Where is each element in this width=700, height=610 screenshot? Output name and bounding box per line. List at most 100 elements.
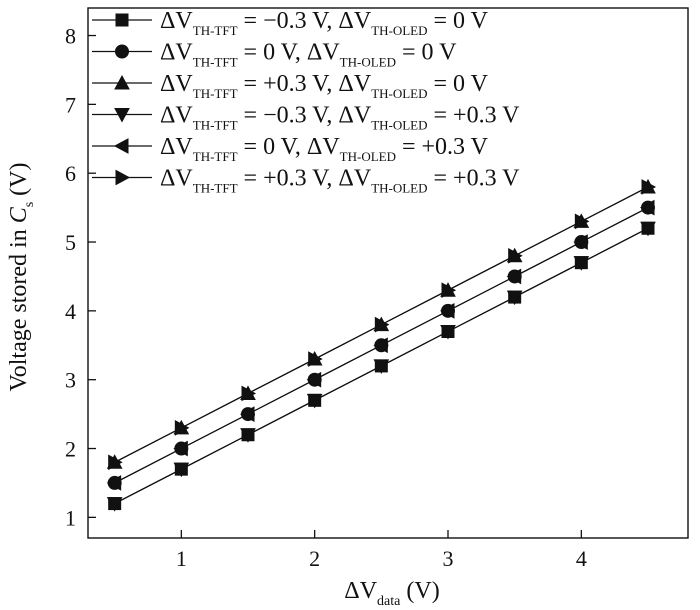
legend-text-part: = +0.3 V <box>396 134 489 160</box>
y-tick-label: 7 <box>65 92 76 117</box>
y-tick-label: 6 <box>65 161 76 186</box>
legend-subscript: TH-TFT <box>193 23 238 38</box>
data-point-triangle-left <box>239 406 255 422</box>
y-tick-label: 4 <box>65 299 76 324</box>
legend-label: ΔVTH-TFT = 0 V, ΔVTH-OLED = +0.3 V <box>160 134 489 164</box>
legend-text-part: ΔV <box>160 103 193 129</box>
x-label-subscript: data <box>377 594 401 609</box>
data-point-triangle-right <box>374 316 390 333</box>
y-label-prefix: Voltage stored in <box>6 223 32 391</box>
axis-ticks: 1 2 3 4 1 2 3 4 5 6 7 8 <box>65 24 587 571</box>
data-point-triangle-left <box>106 475 122 491</box>
legend-entry: ΔVTH-TFT = +0.3 V, ΔVTH-OLED = +0.3 V <box>92 166 520 196</box>
data-point-triangle-left <box>639 199 655 216</box>
legend-text-part: ΔV <box>160 8 193 34</box>
legend-text-part: = −0.3 V, ΔV <box>238 103 372 129</box>
legend-subscript: TH-OLED <box>371 86 427 101</box>
legend-text-part: = −0.3 V, ΔV <box>238 8 372 34</box>
x-axis-label: ΔVdata (V) <box>344 578 439 609</box>
legend-label: ΔVTH-TFT = −0.3 V, ΔVTH-OLED = +0.3 V <box>160 103 520 133</box>
legend-entry: ΔVTH-TFT = 0 V, ΔVTH-OLED = 0 V <box>92 40 457 70</box>
data-point-triangle-right <box>574 213 590 230</box>
data-point-triangle-down <box>106 497 123 512</box>
data-point-triangle-down <box>373 359 390 374</box>
y-tick-label: 5 <box>65 230 76 255</box>
legend-marker-triangle-left <box>113 138 129 154</box>
data-point-triangle-right <box>241 385 257 402</box>
plot-frame <box>87 7 689 539</box>
legend-text-part: = 0 V <box>428 71 489 97</box>
legend-label: ΔVTH-TFT = −0.3 V, ΔVTH-OLED = 0 V <box>160 8 489 38</box>
x-tick-label: 1 <box>176 546 187 571</box>
x-tick-label: 3 <box>443 546 454 571</box>
data-point-triangle-right <box>508 247 523 264</box>
legend-marker-square <box>115 13 129 27</box>
legend-subscript: TH-TFT <box>193 181 238 196</box>
legend-label: ΔVTH-TFT = 0 V, ΔVTH-OLED = 0 V <box>160 40 457 70</box>
legend-entry: ΔVTH-TFT = −0.3 V, ΔVTH-OLED = +0.3 V <box>92 103 520 133</box>
data-point-triangle-left <box>173 440 188 457</box>
legend: ΔVTH-TFT = −0.3 V, ΔVTH-OLED = 0 VΔVTH-T… <box>92 8 520 196</box>
data-point-triangle-down <box>173 462 190 478</box>
x-label-symbol: ΔV <box>344 578 377 604</box>
y-tick-label: 3 <box>65 368 76 393</box>
legend-subscript: TH-TFT <box>193 86 238 101</box>
x-tick-label: 2 <box>309 546 320 571</box>
legend-marker-triangle-down <box>114 108 130 123</box>
legend-subscript: TH-TFT <box>193 55 238 70</box>
y-tick-label: 8 <box>65 24 76 49</box>
legend-subscript: TH-OLED <box>371 181 427 196</box>
legend-text-part: = 0 V, ΔV <box>238 40 341 66</box>
data-point-triangle-down <box>440 325 456 340</box>
legend-text-part: = 0 V, ΔV <box>238 134 341 160</box>
y-tick-label: 2 <box>65 437 76 462</box>
legend-subscript: TH-TFT <box>193 118 238 133</box>
legend-text-part: = 0 V <box>396 40 457 66</box>
legend-subscript: TH-OLED <box>340 55 396 70</box>
legend-text-part: ΔV <box>160 40 193 66</box>
data-point-triangle-down <box>506 290 523 306</box>
legend-subscript: TH-TFT <box>193 149 238 164</box>
data-point-triangle-right <box>108 454 123 471</box>
y-label-symbol: C <box>6 206 32 223</box>
data-point-triangle-left <box>573 234 588 250</box>
legend-marker-triangle-up <box>114 74 130 90</box>
data-point-triangle-down <box>640 221 656 237</box>
data-point-triangle-down <box>306 393 323 409</box>
legend-entry: ΔVTH-TFT = −0.3 V, ΔVTH-OLED = 0 V <box>92 8 489 38</box>
legend-text-part: = +0.3 V, ΔV <box>238 166 372 192</box>
y-axis-label: Voltage stored in Cs (V) <box>6 163 37 392</box>
legend-label: ΔVTH-TFT = +0.3 V, ΔVTH-OLED = +0.3 V <box>160 166 520 196</box>
legend-text-part: = +0.3 V <box>428 166 521 192</box>
legend-entry: ΔVTH-TFT = 0 V, ΔVTH-OLED = +0.3 V <box>92 134 489 164</box>
y-tick-label: 1 <box>65 505 76 530</box>
y-label-subscript: s <box>22 202 37 207</box>
data-point-triangle-right <box>174 420 190 436</box>
legend-subscript: TH-OLED <box>371 118 427 133</box>
axis-labels: ΔVdata (V)Voltage stored in Cs (V) <box>6 163 440 610</box>
data-point-triangle-right <box>441 282 457 299</box>
data-point-triangle-left <box>506 268 522 285</box>
legend-marker-circle <box>115 44 129 59</box>
x-tick-label: 4 <box>576 546 587 571</box>
legend-subscript: TH-OLED <box>371 23 427 38</box>
legend-text-part: = +0.3 V <box>428 103 521 129</box>
data-point-triangle-down <box>240 428 256 443</box>
data-point-triangle-left <box>306 371 322 388</box>
legend-text-part: ΔV <box>160 166 193 192</box>
data-point-triangle-right <box>641 179 657 195</box>
y-label-unit: (V) <box>6 163 32 202</box>
legend-text-part: = +0.3 V, ΔV <box>238 71 372 97</box>
legend-entry: ΔVTH-TFT = +0.3 V, ΔVTH-OLED = 0 V <box>92 71 489 101</box>
legend-label: ΔVTH-TFT = +0.3 V, ΔVTH-OLED = 0 V <box>160 71 489 101</box>
data-point-triangle-right <box>308 351 323 367</box>
legend-text-part: ΔV <box>160 71 193 97</box>
x-label-unit: (V) <box>400 578 439 604</box>
data-point-triangle-down <box>573 256 590 271</box>
legend-marker-triangle-right <box>115 169 131 186</box>
legend-text-part: = 0 V <box>428 8 489 34</box>
legend-text-part: ΔV <box>160 134 193 160</box>
series-markers <box>106 178 657 512</box>
legend-subscript: TH-OLED <box>340 149 396 164</box>
